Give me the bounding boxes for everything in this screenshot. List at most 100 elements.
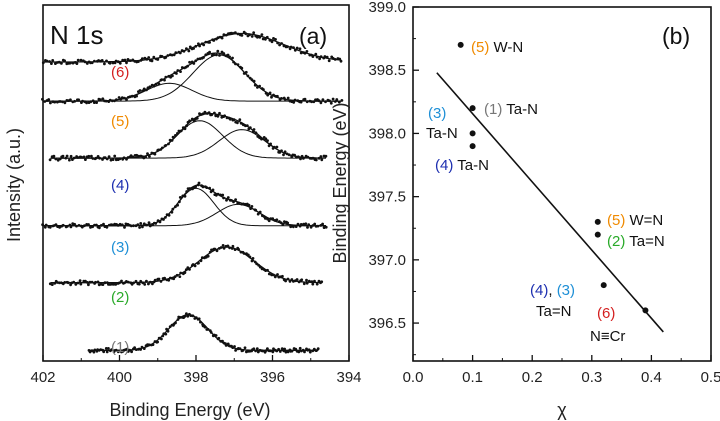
spectrum-1-data-point xyxy=(284,350,288,354)
spectrum-6-data-point xyxy=(164,56,168,59)
spectrum-4-data-point xyxy=(64,156,68,160)
panel-b-fit-line xyxy=(436,72,664,333)
spectrum-6-data-point xyxy=(156,58,160,61)
spectrum-6-data-point xyxy=(118,61,122,65)
spectrum-3-data-point xyxy=(158,220,162,224)
series-label-5: (5) xyxy=(111,113,129,130)
spectrum-2-data-point xyxy=(147,282,150,286)
spectrum-5-data-point xyxy=(310,100,313,104)
spectrum-1-data-point xyxy=(256,350,260,354)
spectrum-4-data-point xyxy=(164,144,168,147)
spectrum-5-data-point xyxy=(215,53,218,57)
spectrum-2-data-point xyxy=(305,278,308,282)
spectrum-6-data-point xyxy=(147,56,151,59)
spectrum-3-data-point xyxy=(275,218,279,222)
spectrum-3-data-point xyxy=(167,213,171,217)
panel-b-y-tick-label: 397.0 xyxy=(368,252,406,269)
spectrum-1-data-point xyxy=(315,349,318,352)
spectrum-4-data-point xyxy=(260,137,263,141)
spectrum-1-data-point xyxy=(307,348,311,352)
panel-a-label: (a) xyxy=(299,23,327,49)
spectrum-3-data-point xyxy=(111,223,114,227)
spectrum-1-data-point xyxy=(185,312,188,315)
spectrum-5-data-point xyxy=(47,98,51,101)
spectrum-3-data-point xyxy=(292,225,295,229)
spectrum-1-data-point xyxy=(224,344,228,347)
spectrum-2-data-point xyxy=(53,281,57,285)
spectrum-6-data-point xyxy=(178,51,182,55)
spectrum-1-data-point xyxy=(102,350,106,354)
spectrum-1-data-point xyxy=(283,347,286,351)
spectrum-2-data-point xyxy=(284,279,287,283)
spectrum-4-data-point xyxy=(293,153,296,157)
spectrum-6-data-point xyxy=(75,62,79,65)
spectrum-3-data-point xyxy=(89,226,92,229)
spectrum-6-data-point xyxy=(198,44,202,48)
spectrum-4-data-point xyxy=(314,158,318,162)
spectrum-6-data-point xyxy=(319,55,323,59)
panel-a-frame xyxy=(42,4,350,362)
spectrum-3-data-point xyxy=(154,222,158,225)
spectrum-6-data-point xyxy=(333,58,337,61)
series-label-2: (2) xyxy=(111,289,129,306)
spectrum-6-data-point xyxy=(315,55,319,59)
spectrum-1-data-point xyxy=(243,346,247,350)
spectrum-6-data-point xyxy=(145,57,149,61)
spectrum-3-data-point xyxy=(225,198,228,202)
spectrum-6-data-point xyxy=(286,45,289,49)
spectrum-5-data-point xyxy=(212,52,216,56)
spectrum-4-data-point xyxy=(320,158,324,162)
spectrum-1-data-point xyxy=(114,348,118,352)
spectrum-1-data-point xyxy=(133,346,137,349)
spectrum-5-data-point xyxy=(280,97,283,100)
spectrum-4-data-point xyxy=(241,123,245,127)
spectrum-1-data-point xyxy=(286,350,290,354)
panel-a-x-tick-label: 402 xyxy=(30,369,55,386)
spectrum-6-data-point xyxy=(108,61,112,65)
spectrum-6-data-point xyxy=(305,50,309,53)
spectrum-6-data-point xyxy=(126,58,130,61)
spectrum-4-data-point xyxy=(213,111,216,115)
spectrum-5-data-point xyxy=(333,100,337,103)
spectrum-6-data-point xyxy=(93,59,96,63)
spectrum-3-data-point xyxy=(249,207,253,211)
spectrum-3-data-point xyxy=(105,225,109,229)
spectrum-5-data-point xyxy=(258,84,261,88)
spectrum-4-data-point xyxy=(174,134,177,137)
spectrum-3-data-point xyxy=(139,222,143,225)
spectrum-6-data-point xyxy=(278,43,281,47)
spectrum-4-data-point xyxy=(201,112,205,116)
spectrum-6-data-point xyxy=(192,47,196,50)
spectrum-4-data-point xyxy=(232,118,236,121)
spectrum-2-data-point xyxy=(94,280,97,284)
spectrum-3-data-point xyxy=(148,224,152,228)
spectrum-3-data-point xyxy=(306,226,309,229)
spectrum-3-data-point xyxy=(321,222,324,226)
spectrum-6-data-point xyxy=(274,38,277,41)
spectrum-3-data-point xyxy=(194,185,198,189)
spectrum-6-data-point xyxy=(311,55,315,58)
spectrum-5-data-point xyxy=(180,66,184,69)
spectrum-6-data-point xyxy=(293,48,297,52)
spectrum-2-data-point xyxy=(96,280,100,284)
panel-b-x-tick-label: 0.3 xyxy=(581,369,602,386)
spectrum-6-data-point xyxy=(174,51,178,55)
spectrum-5-data-point xyxy=(270,95,273,99)
spectrum-3-data-point xyxy=(48,225,52,229)
spectrum-3-data-point xyxy=(69,225,73,229)
spectrum-6-data-point xyxy=(264,37,267,41)
spectrum-6-data-point xyxy=(68,61,72,65)
spectrum-2-data-point xyxy=(248,255,252,259)
spectrum-4-data-point xyxy=(90,154,93,158)
spectrum-2-data-point xyxy=(273,275,277,279)
spectrum-4-data-point xyxy=(98,156,101,160)
spectrum-3-data-point xyxy=(281,223,285,226)
spectrum-2-data-point xyxy=(87,283,90,287)
spectrum-1-data-point xyxy=(226,342,230,346)
spectrum-2-data-point xyxy=(193,264,197,268)
panel-b-y-axis-label: Binding Energy (eV) xyxy=(330,102,350,263)
spectrum-2-data-point xyxy=(219,246,223,249)
spectrum-3-data-point xyxy=(120,223,124,227)
spectrum-4-data-point xyxy=(167,142,170,146)
spectrum-3-data-point xyxy=(309,225,313,229)
